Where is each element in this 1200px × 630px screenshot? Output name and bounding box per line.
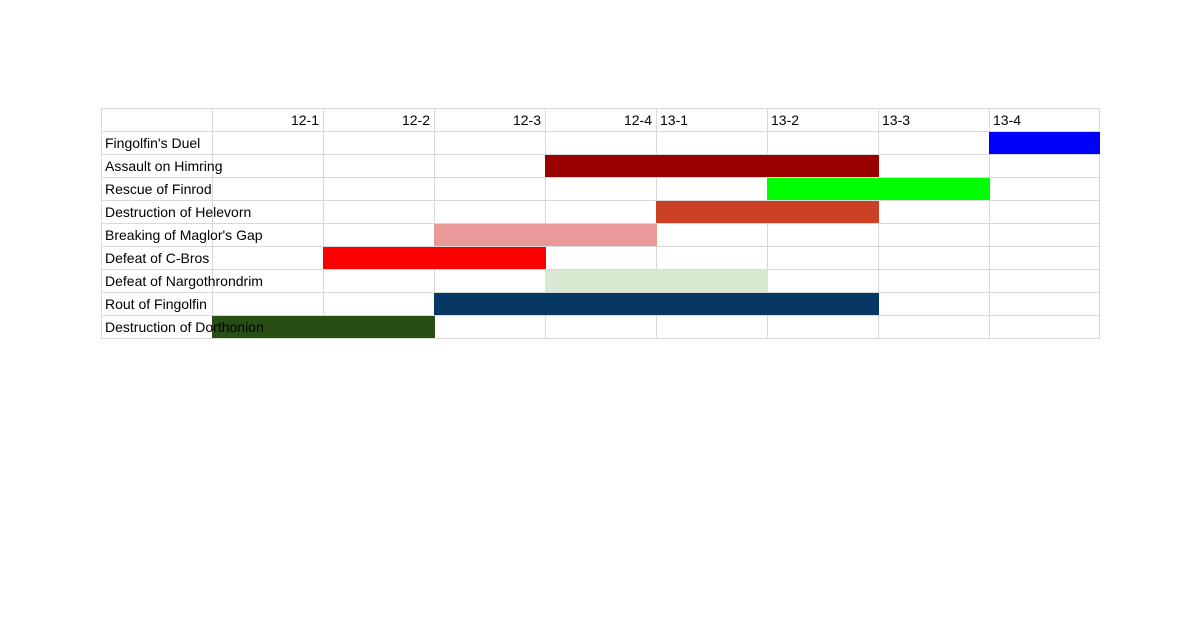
column-header[interactable]: 12-1	[290, 112, 319, 128]
row-label[interactable]: Rescue of Finrod	[105, 181, 212, 197]
grid-column-line	[323, 108, 324, 339]
row-label[interactable]: Defeat of Nargothrondrim	[105, 273, 263, 289]
row-label[interactable]: Fingolfin's Duel	[105, 135, 201, 151]
row-label[interactable]: Rout of Fingolfin	[105, 296, 207, 312]
grid-row-line	[101, 315, 1100, 316]
gantt-bar[interactable]	[212, 316, 435, 338]
row-label[interactable]: Assault on Himring	[105, 158, 223, 174]
grid-row-line	[101, 131, 1100, 132]
grid-row-line	[101, 246, 1100, 247]
grid-row-line	[101, 223, 1100, 224]
grid-column-line	[434, 108, 435, 339]
column-header[interactable]: 12-4	[623, 112, 652, 128]
row-label[interactable]: Breaking of Maglor's Gap	[105, 227, 263, 243]
row-label[interactable]: Destruction of Dorthonion	[105, 319, 264, 335]
grid-column-line	[989, 108, 990, 339]
grid-column-line	[212, 108, 213, 339]
gantt-bar[interactable]	[434, 293, 879, 315]
gantt-bar[interactable]	[545, 270, 768, 292]
grid-column-line	[101, 108, 102, 339]
column-header[interactable]: 12-3	[512, 112, 541, 128]
column-header[interactable]: 13-3	[882, 112, 911, 128]
grid-column-line	[656, 108, 657, 339]
gantt-bar[interactable]	[656, 201, 879, 223]
grid-row-line	[101, 292, 1100, 293]
row-label[interactable]: Destruction of Helevorn	[105, 204, 252, 220]
gantt-bar[interactable]	[323, 247, 546, 269]
gantt-bar[interactable]	[434, 224, 657, 246]
column-header[interactable]: 13-4	[993, 112, 1022, 128]
grid-row-line	[101, 154, 1100, 155]
gantt-bar[interactable]	[545, 155, 879, 177]
grid-column-line	[545, 108, 546, 339]
grid-row-line	[101, 177, 1100, 178]
grid-row-line	[101, 200, 1100, 201]
grid-column-line	[767, 108, 768, 339]
grid-row-line	[101, 338, 1100, 339]
column-header[interactable]: 13-2	[771, 112, 800, 128]
grid-row-line	[101, 108, 1100, 109]
gantt-bar[interactable]	[767, 178, 990, 200]
grid-column-line	[878, 108, 879, 339]
row-label[interactable]: Defeat of C-Bros	[105, 250, 210, 266]
column-header[interactable]: 12-2	[401, 112, 430, 128]
gantt-bar[interactable]	[989, 132, 1100, 154]
grid-row-line	[101, 269, 1100, 270]
column-header[interactable]: 13-1	[660, 112, 689, 128]
grid-column-line	[1099, 108, 1100, 339]
